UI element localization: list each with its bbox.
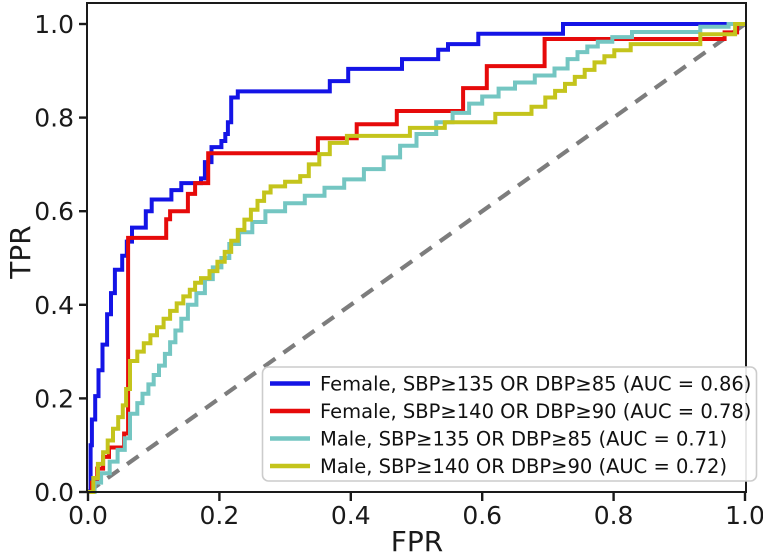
axes-spines	[86, 2, 747, 493]
legend-entry-male-sbp135-dbp85: Male, SBP≥135 OR DBP≥85 (AUC = 0.71)	[270, 428, 727, 451]
x-axis-tick-label: 0.8	[594, 501, 634, 530]
x-axis-tick-label: 0.2	[200, 501, 240, 530]
legend: Female, SBP≥135 OR DBP≥85 (AUC = 0.86) Fe…	[261, 366, 758, 482]
x-axis-tick-label: 0.6	[462, 501, 502, 530]
y-axis-tick-label: 0.2	[34, 384, 74, 413]
x-axis-tick-label: 0.0	[68, 501, 108, 530]
legend-label: Female, SBP≥135 OR DBP≥85 (AUC = 0.86)	[320, 373, 751, 396]
roc-curve-female-sbp140-dbp90	[88, 22, 745, 494]
roc-curve-male-sbp135-dbp85	[88, 22, 745, 494]
y-axis-tick-label: 1.0	[34, 10, 74, 39]
legend-entry-female-sbp140-dbp90: Female, SBP≥140 OR DBP≥90 (AUC = 0.78)	[270, 400, 751, 423]
y-axis-tick-label: 0.8	[34, 104, 74, 133]
roc-curve-female-sbp135-dbp85	[88, 22, 745, 494]
y-axis-tick-label: 0.6	[34, 197, 74, 226]
legend-entry-female-sbp135-dbp85: Female, SBP≥135 OR DBP≥85 (AUC = 0.86)	[270, 373, 751, 396]
x-axis-tick-label: 0.4	[331, 501, 371, 530]
legend-frame	[261, 366, 758, 482]
chance-diagonal-line	[86, 22, 747, 494]
x-axis-tick-label: 1.0	[725, 501, 763, 530]
roc-curve-male-sbp140-dbp90	[88, 22, 745, 494]
x-axis-title: FPR	[391, 525, 443, 557]
legend-label: Male, SBP≥140 OR DBP≥90 (AUC = 0.72)	[320, 455, 727, 478]
y-axis-title: TPR	[4, 225, 37, 279]
legend-label: Female, SBP≥140 OR DBP≥90 (AUC = 0.78)	[320, 400, 751, 423]
legend-label: Male, SBP≥135 OR DBP≥85 (AUC = 0.71)	[320, 428, 727, 451]
y-axis-tick-label: 0.4	[34, 291, 74, 320]
legend-entry-male-sbp140-dbp90: Male, SBP≥140 OR DBP≥90 (AUC = 0.72)	[270, 455, 727, 478]
y-axis-tick-label: 0.0	[34, 478, 74, 507]
